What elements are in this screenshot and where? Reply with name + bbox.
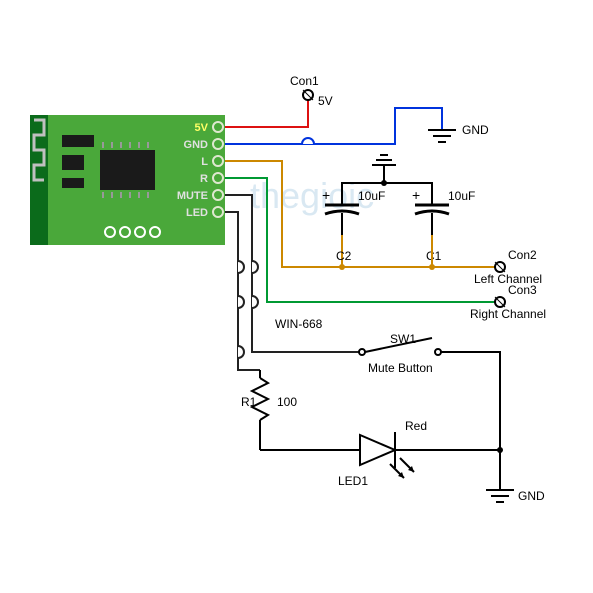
wire-led-pin (225, 212, 260, 370)
5v-label: 5V (318, 94, 333, 108)
svg-text:R: R (200, 173, 208, 185)
gnd-symbol-top (428, 130, 456, 142)
watermark: thegioic (250, 175, 374, 216)
r1-label: R1 (241, 395, 257, 409)
wire-c1-con2 (432, 235, 495, 267)
led-red (345, 432, 425, 478)
svg-text:+: + (412, 187, 420, 203)
gnd-caps (372, 155, 396, 165)
svg-text:5V: 5V (195, 122, 209, 134)
svg-text:L: L (201, 156, 208, 168)
con3-label: Con3 (508, 283, 537, 297)
svg-text:+: + (322, 187, 330, 203)
gnd-top-label: GND (462, 123, 489, 137)
gnd-bottom-label: GND (518, 489, 545, 503)
svg-text:MUTE: MUTE (177, 190, 208, 202)
wire-sw-to-gnd (441, 352, 500, 483)
c2-val-label: 10uF (358, 189, 385, 203)
led-name-label: Red (405, 419, 427, 433)
svg-text:GND: GND (184, 139, 209, 151)
bluetooth-module: 5V GND LR MUTE LED (30, 115, 225, 245)
led1-label: LED1 (338, 474, 368, 488)
right-channel-label: Right Channel (470, 307, 546, 321)
resistor-r1 (252, 370, 268, 450)
con2-label: Con2 (508, 248, 537, 262)
win-668-label: WIN-668 (275, 317, 323, 331)
r1-val-label: 100 (277, 395, 297, 409)
c1-val-label: 10uF (448, 189, 475, 203)
con1-label: Con1 (290, 74, 319, 88)
svg-text:LED: LED (186, 207, 208, 219)
c1-label: C1 (426, 249, 442, 263)
capacitor-c1: + (412, 187, 449, 235)
sw1-label: SW1 (390, 332, 416, 346)
gnd-symbol-bottom (486, 483, 514, 502)
wire-5v (225, 100, 308, 127)
c2-label: C2 (336, 249, 352, 263)
mute-btn-label: Mute Button (368, 361, 433, 375)
circuit-diagram: thegioic 5V GND LR MUTE LED Con1 (0, 0, 593, 593)
